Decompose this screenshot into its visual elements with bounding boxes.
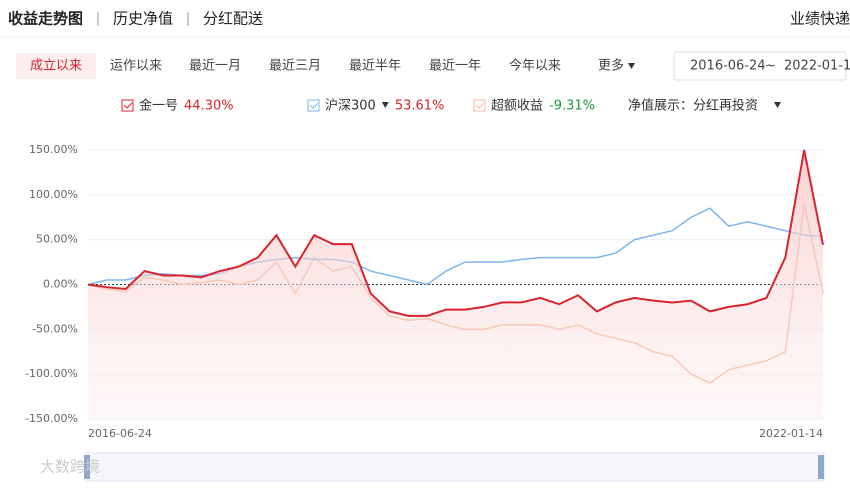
navigator[interactable] xyxy=(85,452,825,482)
tab[interactable]: 分红配送 xyxy=(203,10,263,28)
legend-check xyxy=(123,102,133,109)
legend-return: 44.30% xyxy=(184,99,234,114)
x-tick-label: 2016-06-24 xyxy=(88,427,152,440)
legend-checkbox[interactable] xyxy=(307,99,320,112)
y-tick-label: -100.00% xyxy=(25,367,78,380)
date-end: 2022-01-14 xyxy=(784,59,850,74)
period-button[interactable]: 最近一月 xyxy=(189,59,241,74)
period-button[interactable]: 成立以来 xyxy=(30,59,82,74)
y-tick-label: 150.00% xyxy=(29,143,78,156)
y-tick-label: 0.00% xyxy=(43,278,78,291)
y-tick-label: 50.00% xyxy=(36,233,78,246)
dropdown-arrow xyxy=(774,102,781,108)
legend-return: 53.61% xyxy=(395,99,445,114)
y-tick-label: -50.00% xyxy=(32,322,78,335)
period-button[interactable]: 运作以来 xyxy=(110,59,162,74)
series-line xyxy=(87,149,824,317)
date-sep: ~ xyxy=(765,59,776,74)
dropdown-arrow xyxy=(628,63,635,69)
legend-name[interactable]: 沪深300 xyxy=(325,98,376,114)
legend-check xyxy=(475,102,485,109)
y-tick-label: -150.00% xyxy=(25,412,78,425)
navigator-handle[interactable] xyxy=(84,455,90,479)
legend-checkbox[interactable] xyxy=(473,99,486,112)
x-tick-label: 2022-01-14 xyxy=(759,427,823,440)
legend-return: -9.31% xyxy=(549,99,595,114)
navigator-handle[interactable] xyxy=(818,455,824,479)
logo: 大数跨境 xyxy=(40,458,100,476)
period-button[interactable]: 最近三月 xyxy=(269,59,321,74)
period-button[interactable]: 今年以来 xyxy=(509,58,561,74)
dropdown-arrow xyxy=(381,102,389,108)
date-box[interactable] xyxy=(673,51,847,81)
legend-name[interactable]: 超额收益 xyxy=(491,99,543,114)
period-active-bg xyxy=(16,53,96,79)
right-link[interactable]: 业绩快递 xyxy=(790,10,850,28)
date-start: 2016-06-24 xyxy=(690,59,766,74)
period-button[interactable]: 最近半年 xyxy=(349,59,401,74)
period-button[interactable]: 最近一年 xyxy=(429,59,481,74)
tab[interactable]: 收益走势图 xyxy=(8,10,83,28)
period-button[interactable]: 更多 xyxy=(598,58,624,74)
area xyxy=(88,150,823,419)
legend-name[interactable]: 金一号 xyxy=(139,98,178,114)
legend-checkbox[interactable] xyxy=(121,99,134,112)
series-line xyxy=(87,207,824,286)
legend-check xyxy=(309,102,319,109)
y-tick-label: 100.00% xyxy=(29,188,78,201)
tab[interactable]: 历史净值 xyxy=(113,10,173,28)
nav-display[interactable]: 净值展示：分红再投资 xyxy=(628,98,758,114)
